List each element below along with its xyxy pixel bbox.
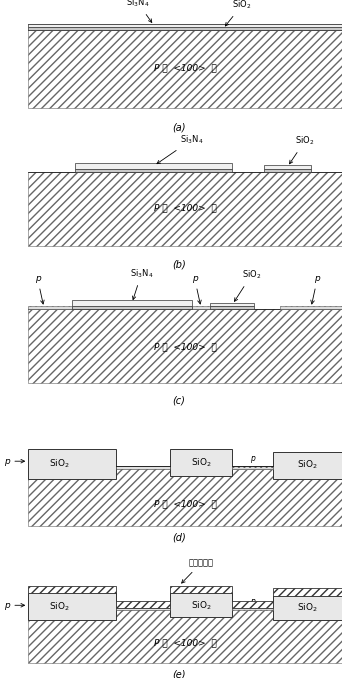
Bar bbox=[170, 593, 233, 618]
Text: p: p bbox=[4, 457, 24, 466]
Bar bbox=[264, 169, 311, 172]
Bar bbox=[28, 593, 116, 620]
Text: p: p bbox=[250, 597, 255, 605]
Text: P 型  <100>  硅: P 型 <100> 硅 bbox=[154, 64, 217, 73]
Bar bbox=[72, 300, 192, 306]
Bar bbox=[273, 452, 342, 479]
Text: SiO$_2$: SiO$_2$ bbox=[191, 456, 211, 468]
Text: 淀积多晶硅: 淀积多晶硅 bbox=[182, 559, 214, 583]
Bar bbox=[76, 163, 232, 169]
Bar bbox=[28, 24, 342, 27]
Text: (d): (d) bbox=[172, 533, 186, 543]
Bar bbox=[264, 165, 311, 169]
Text: p: p bbox=[311, 275, 320, 304]
Text: SiO$_2$: SiO$_2$ bbox=[289, 135, 315, 164]
Text: SiO$_2$: SiO$_2$ bbox=[49, 458, 70, 470]
Text: (a): (a) bbox=[172, 122, 186, 132]
Bar bbox=[28, 449, 116, 479]
Bar bbox=[76, 169, 232, 172]
Bar bbox=[28, 172, 342, 245]
Bar bbox=[28, 27, 342, 31]
Text: P 型  <100>  硅: P 型 <100> 硅 bbox=[154, 639, 217, 647]
Text: SiO$_2$: SiO$_2$ bbox=[234, 269, 261, 301]
Text: P 型  <100>  硅: P 型 <100> 硅 bbox=[154, 342, 217, 351]
Bar bbox=[28, 306, 72, 309]
Bar bbox=[28, 309, 342, 383]
Text: SiO$_2$: SiO$_2$ bbox=[298, 459, 318, 471]
Bar bbox=[72, 306, 192, 309]
Text: SiO$_2$: SiO$_2$ bbox=[225, 0, 252, 26]
Bar bbox=[28, 468, 342, 526]
Text: P 型  <100>  硅: P 型 <100> 硅 bbox=[154, 203, 217, 213]
Text: Si$_3$N$_4$: Si$_3$N$_4$ bbox=[157, 134, 203, 163]
Text: p: p bbox=[250, 454, 255, 463]
Bar bbox=[28, 31, 342, 108]
Text: Si$_3$N$_4$: Si$_3$N$_4$ bbox=[126, 0, 152, 22]
Text: (e): (e) bbox=[172, 670, 186, 678]
Polygon shape bbox=[28, 586, 342, 608]
Text: P 型  <100>  硅: P 型 <100> 硅 bbox=[154, 500, 217, 508]
Bar bbox=[116, 608, 169, 610]
Bar bbox=[116, 466, 169, 468]
Bar bbox=[233, 466, 273, 468]
Bar bbox=[273, 596, 342, 620]
Text: (b): (b) bbox=[172, 260, 186, 270]
Text: p: p bbox=[4, 601, 24, 610]
Text: SiO$_2$: SiO$_2$ bbox=[191, 599, 211, 612]
Bar bbox=[210, 302, 255, 306]
Text: SiO$_2$: SiO$_2$ bbox=[298, 601, 318, 614]
Bar bbox=[170, 449, 233, 476]
Bar bbox=[210, 306, 255, 309]
Text: Si$_3$N$_4$: Si$_3$N$_4$ bbox=[130, 268, 153, 300]
Bar bbox=[280, 306, 342, 309]
Bar bbox=[233, 466, 273, 468]
Text: p: p bbox=[192, 275, 201, 304]
Bar bbox=[192, 306, 217, 309]
Text: (c): (c) bbox=[173, 395, 185, 405]
Bar bbox=[28, 610, 342, 663]
Text: p: p bbox=[35, 275, 44, 304]
Bar bbox=[233, 608, 273, 610]
Text: SiO$_2$: SiO$_2$ bbox=[49, 601, 70, 613]
